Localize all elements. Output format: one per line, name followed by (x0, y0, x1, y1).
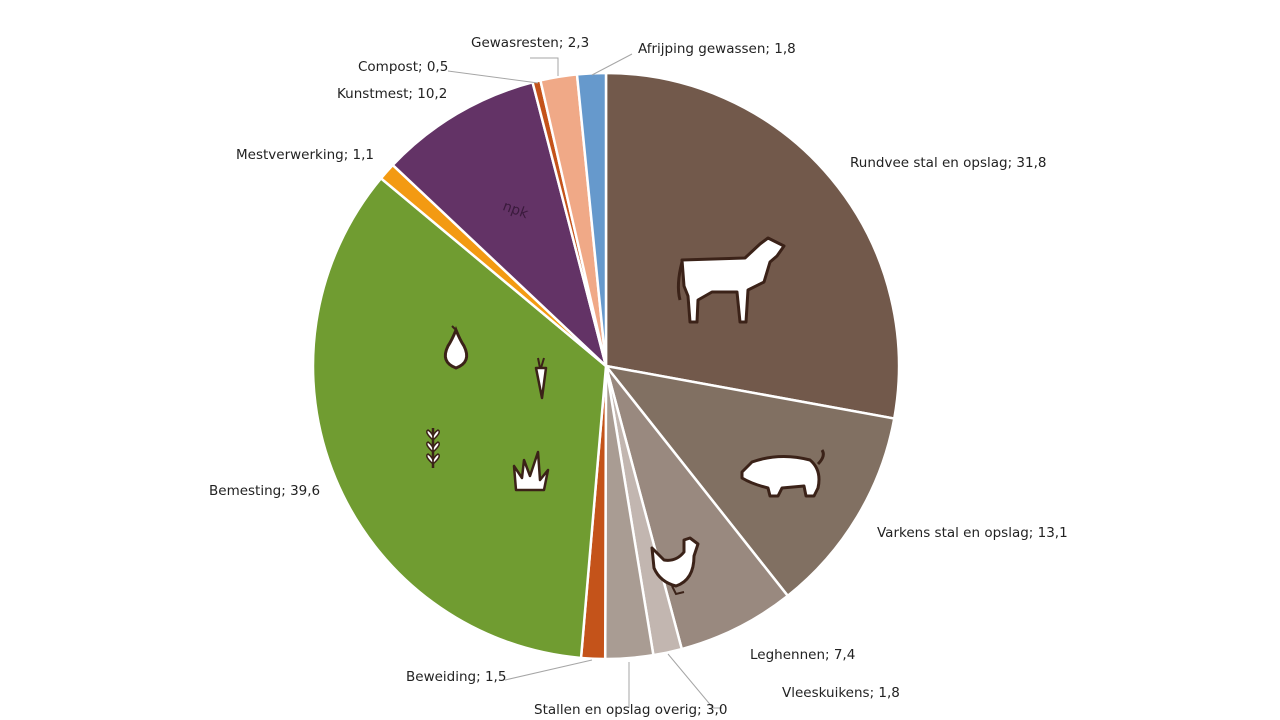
grass-icon (512, 450, 550, 492)
pig-icon (740, 449, 825, 498)
data-label: Stallen en opslag overig; 3,0 (534, 702, 727, 718)
pie-slice-leghennen (604, 365, 790, 651)
data-label: Compost; 0,5 (358, 59, 448, 75)
data-label: Bemesting; 39,6 (209, 483, 320, 499)
data-label: Gewasresten; 2,3 (471, 35, 589, 51)
pie-slice-rundvee-stal-en-opslag (604, 71, 901, 421)
pear-icon (443, 325, 469, 370)
data-label: Afrijping gewassen; 1,8 (638, 41, 796, 57)
data-label: Varkens stal en opslag; 13,1 (877, 525, 1068, 541)
leader-line (447, 70, 539, 84)
pie-slice-bemesting (311, 176, 608, 660)
data-label: Kunstmest; 10,2 (337, 86, 447, 102)
leader-line (667, 653, 722, 709)
leader-line (530, 57, 559, 76)
data-label: Vleeskuikens; 1,8 (782, 685, 900, 701)
chicken-icon (650, 536, 700, 596)
carrot-icon (534, 357, 548, 400)
data-label: Mestverwerking; 1,1 (236, 147, 374, 163)
cow-icon (676, 236, 786, 324)
leader-line (591, 53, 633, 76)
pie-slice-kunstmest (391, 80, 609, 370)
data-label: Rundvee stal en opslag; 31,8 (850, 155, 1047, 171)
leader-line (504, 659, 593, 681)
data-label: Beweiding; 1,5 (406, 669, 506, 685)
pie-slice-afrijping-gewassen (575, 71, 608, 367)
data-label: Leghennen; 7,4 (750, 647, 855, 663)
wheat-icon (426, 428, 440, 468)
